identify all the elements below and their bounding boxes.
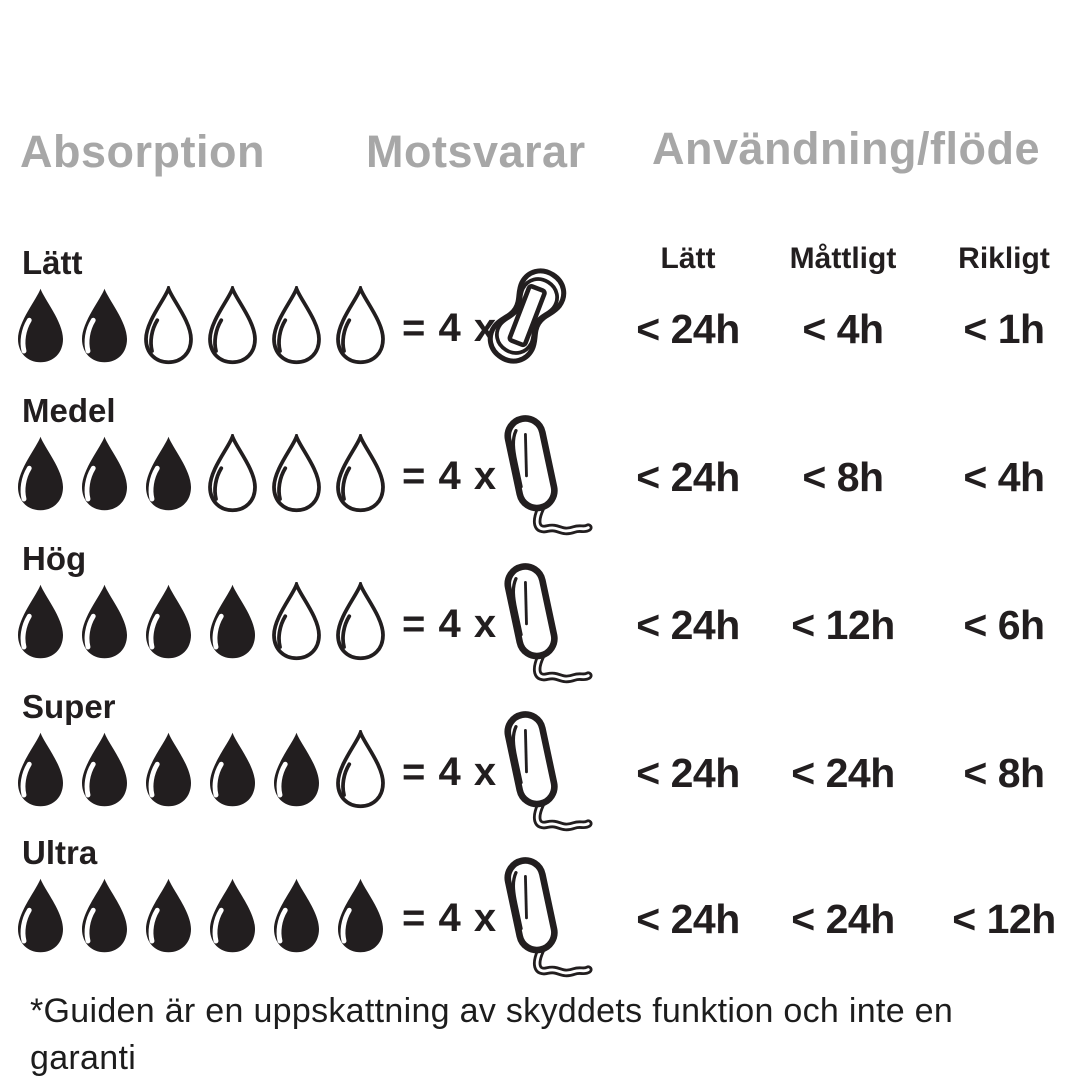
- time-value: < 12h: [952, 896, 1056, 942]
- filled-drop-icon: [82, 436, 127, 511]
- product-icon: [489, 414, 593, 541]
- filled-drop-icon: [338, 878, 383, 953]
- filled-drop-icon: [18, 436, 63, 511]
- time-value: < 24h: [636, 454, 740, 500]
- drop-scale: [12, 286, 389, 365]
- flow-column-label-latt: Lätt: [660, 242, 716, 275]
- empty-drop-icon: [208, 434, 257, 513]
- empty-drop-icon: [336, 434, 385, 513]
- empty-drop-icon: [272, 434, 321, 513]
- time-value: < 24h: [636, 896, 740, 942]
- column-header-motsvarar: Motsvarar: [366, 126, 586, 177]
- filled-drop-icon: [146, 436, 191, 511]
- filled-drop-icon: [18, 584, 63, 659]
- filled-drop-icon: [274, 878, 319, 953]
- row-label: Hög: [22, 540, 87, 577]
- filled-drop-icon: [210, 732, 255, 807]
- empty-drop-icon: [208, 286, 257, 365]
- empty-drop-icon: [272, 286, 321, 365]
- empty-drop-icon: [336, 730, 385, 809]
- filled-drop-icon: [146, 878, 191, 953]
- time-value: < 4h: [802, 306, 884, 352]
- usage-times: < 24h < 24h < 8h: [618, 750, 1080, 797]
- time-value: < 24h: [636, 306, 740, 352]
- row-label: Ultra: [22, 834, 98, 871]
- usage-times: < 24h < 4h < 1h: [618, 306, 1080, 353]
- usage-times: < 24h < 8h < 4h: [618, 454, 1080, 501]
- flow-column-label-rikligt: Rikligt: [958, 242, 1050, 275]
- filled-drop-icon: [146, 584, 191, 659]
- row-label: Medel: [22, 392, 116, 429]
- empty-drop-icon: [144, 286, 193, 365]
- filled-drop-icon: [82, 732, 127, 807]
- time-value: < 8h: [802, 454, 884, 500]
- time-value: < 24h: [636, 750, 740, 796]
- equals-4x-label: = 4 x: [402, 454, 498, 498]
- drop-scale: [12, 730, 389, 809]
- tampon-icon: [504, 563, 593, 684]
- filled-drop-icon: [274, 732, 319, 807]
- time-value: < 12h: [791, 602, 895, 648]
- equals-4x-label: = 4 x: [402, 306, 498, 350]
- absorbency-row-latt: Lätt = 4 x < 24h < 4h <: [0, 244, 1080, 396]
- time-value: < 8h: [963, 750, 1045, 796]
- filled-drop-icon: [82, 584, 127, 659]
- product-icon: [489, 562, 593, 689]
- drop-scale: [12, 876, 389, 955]
- drop-scale: [12, 434, 389, 513]
- filled-drop-icon: [82, 878, 127, 953]
- footnote: *Guiden är en uppskattning av skyddets f…: [30, 992, 954, 1077]
- flow-column-label-mattligt: Måttligt: [789, 242, 897, 275]
- time-value: < 1h: [963, 306, 1045, 352]
- column-header-absorption: Absorption: [20, 126, 265, 177]
- time-value: < 24h: [636, 602, 740, 648]
- row-label: Lätt: [22, 244, 83, 281]
- empty-drop-icon: [272, 582, 321, 661]
- equals-4x-label: = 4 x: [402, 602, 498, 646]
- product-icon: [489, 856, 593, 983]
- column-header-anvandning-flode: Användning/flöde: [652, 123, 1040, 174]
- filled-drop-icon: [82, 288, 127, 363]
- equals-4x-label: = 4 x: [402, 896, 498, 940]
- time-value: < 24h: [791, 750, 895, 796]
- empty-drop-icon: [336, 286, 385, 365]
- filled-drop-icon: [210, 584, 255, 659]
- absorbency-row-super: Super = 4 x < 24h <: [0, 688, 1080, 840]
- usage-times: < 24h < 12h < 6h: [618, 602, 1080, 649]
- absorbency-row-hog: Hög = 4 x < 24h < 1: [0, 540, 1080, 692]
- filled-drop-icon: [146, 732, 191, 807]
- time-value: < 24h: [791, 896, 895, 942]
- filled-drop-icon: [210, 878, 255, 953]
- row-label: Super: [22, 688, 116, 725]
- drop-scale: [12, 582, 389, 661]
- product-icon: [489, 710, 593, 837]
- time-value: < 4h: [963, 454, 1045, 500]
- flow-subheader-row: Lätt Måttligt Rikligt: [618, 242, 1080, 276]
- time-value: < 6h: [963, 602, 1045, 648]
- product-icon: [470, 256, 584, 376]
- tampon-icon: [504, 857, 593, 978]
- absorbency-row-ultra: Ultra = 4 x < 24h <: [0, 834, 1080, 986]
- filled-drop-icon: [18, 288, 63, 363]
- sanitary-pad-icon: [487, 268, 567, 364]
- filled-drop-icon: [18, 732, 63, 807]
- absorbency-row-medel: Medel = 4 x < 24h <: [0, 392, 1080, 544]
- equals-4x-label: = 4 x: [402, 750, 498, 794]
- tampon-icon: [504, 415, 593, 536]
- empty-drop-icon: [336, 582, 385, 661]
- tampon-icon: [504, 711, 593, 832]
- usage-times: < 24h < 24h < 12h: [618, 896, 1080, 943]
- filled-drop-icon: [18, 878, 63, 953]
